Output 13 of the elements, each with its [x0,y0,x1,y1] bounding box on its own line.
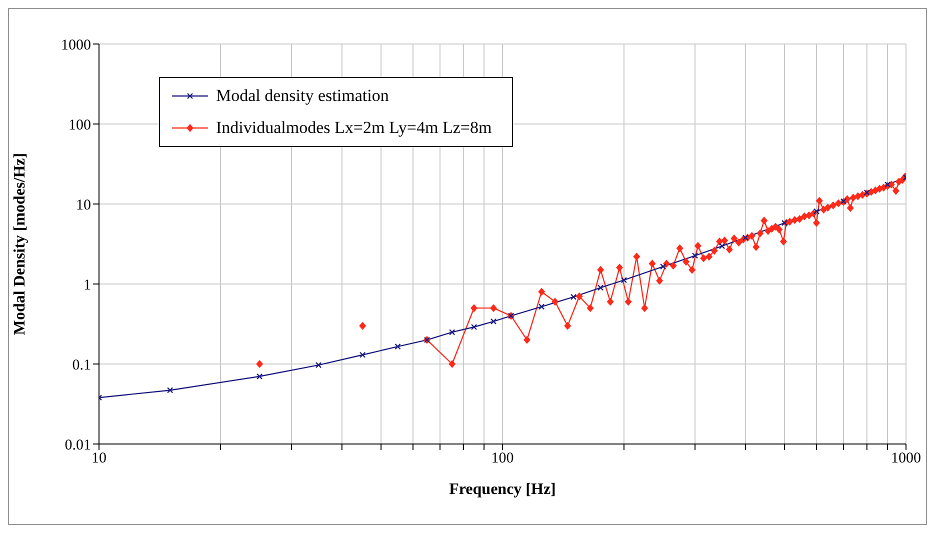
legend-label: Modal density estimation [216,86,389,106]
y-tick-label: 1 [84,277,91,294]
x-tick-label: 10 [92,450,106,467]
legend-label: Individualmodes Lx=2m Ly=4m Lz=8m [216,118,492,138]
x-tick-label: 1000 [891,450,921,467]
y-tick-label: 1000 [61,37,91,54]
x-tick-label: 100 [491,450,514,467]
y-tick-label: 10 [76,197,91,214]
y-tick-label: 0.1 [72,357,91,374]
x-axis-title: Frequency [Hz] [449,481,556,498]
y-axis-title: Modal Density [modes/Hz] [12,152,29,336]
y-tick-label: 0.01 [64,437,91,454]
y-tick-label: 100 [68,117,91,134]
